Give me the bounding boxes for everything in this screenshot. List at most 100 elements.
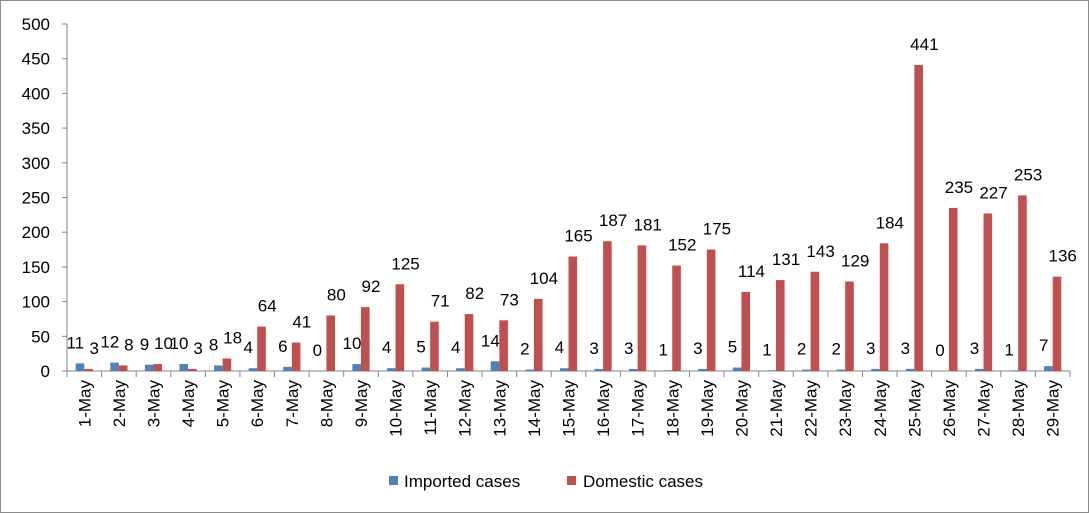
- x-tick-label: 14-May: [525, 380, 544, 437]
- domestic-bar: [810, 271, 820, 371]
- x-tick-label: 3-May: [144, 380, 163, 428]
- x-tick-label: 8-May: [317, 380, 336, 428]
- x-tick-label: 24-May: [871, 380, 890, 437]
- imported-data-label: 0: [313, 341, 322, 360]
- imported-data-label: 4: [555, 338, 564, 357]
- domestic-bar: [672, 265, 681, 371]
- domestic-data-label: 235: [945, 178, 973, 197]
- x-tick-label: 12-May: [456, 380, 475, 437]
- imported-bar: [594, 368, 604, 371]
- x-tick-label: 16-May: [594, 380, 613, 437]
- domestic-bar: [1018, 195, 1027, 371]
- domestic-data-label: 125: [391, 254, 419, 273]
- y-tick-label: 100: [22, 293, 50, 312]
- domestic-bar: [948, 207, 958, 371]
- imported-bar: [386, 368, 396, 371]
- domestic-bar: [395, 284, 405, 371]
- domestic-bar: [568, 256, 578, 371]
- domestic-bar: [118, 365, 128, 371]
- domestic-bar: [776, 280, 785, 371]
- domestic-data-label: 73: [500, 290, 519, 309]
- imported-data-label: 5: [728, 338, 737, 357]
- x-tick-label: 9-May: [352, 380, 371, 428]
- x-tick-label: 28-May: [1009, 380, 1028, 437]
- domestic-bar: [741, 291, 751, 371]
- imported-bar: [456, 368, 465, 371]
- y-tick-label: 450: [22, 50, 50, 69]
- y-tick-label: 0: [41, 362, 50, 381]
- imported-data-label: 12: [100, 333, 119, 352]
- domestic-bar: [464, 314, 474, 371]
- imported-bar: [767, 370, 777, 371]
- domestic-bar: [291, 342, 301, 371]
- domestic-bar: [533, 298, 543, 371]
- domestic-bar: [222, 358, 232, 371]
- domestic-data-label: 184: [876, 213, 904, 232]
- domestic-data-label: 441: [910, 35, 938, 54]
- domestic-bar: [983, 213, 993, 371]
- imported-bar: [248, 368, 258, 371]
- imported-bar: [663, 370, 673, 371]
- imported-data-label: 8: [209, 335, 218, 354]
- imported-data-label: 5: [416, 338, 425, 357]
- domestic-data-label: 181: [633, 215, 661, 234]
- domestic-bar: [153, 364, 163, 371]
- imported-data-label: 2: [831, 340, 840, 359]
- data-labels: 11 12 9 10 8 4 6 0 10 4 5 4 14 2 4 3 3 1 3 5 1 2 2 3 3 0 3 1 73 8 10 31…: [66, 35, 1076, 360]
- x-tick-label: 4-May: [179, 380, 198, 428]
- legend-label: Domestic cases: [583, 472, 703, 491]
- imported-bar: [75, 363, 85, 371]
- domestic-data-label: 18: [223, 329, 242, 348]
- imported-bar: [871, 368, 880, 371]
- imported-data-label: 4: [382, 338, 391, 357]
- imported-bar: [629, 368, 638, 371]
- domestic-bar: [326, 315, 335, 371]
- imported-data-label: 3: [901, 339, 910, 358]
- imported-bar: [421, 367, 431, 371]
- domestic-bar: [603, 241, 612, 371]
- legend: Imported cases Domestic cases: [389, 472, 703, 491]
- imported-bar: [179, 364, 189, 371]
- x-tick-label: 7-May: [283, 380, 302, 428]
- domestic-bar: [430, 321, 439, 371]
- x-tick-label: 11-May: [421, 380, 440, 436]
- domestic-data-label: 131: [772, 250, 800, 269]
- imported-data-label: 7: [1039, 336, 1048, 355]
- imported-bar: [974, 368, 984, 371]
- domestic-data-label: 104: [530, 269, 558, 288]
- imported-data-label: 2: [520, 340, 529, 359]
- domestic-bar: [845, 281, 854, 371]
- y-tick-label: 50: [31, 327, 50, 346]
- imported-data-label: 4: [451, 338, 460, 357]
- domestic-data-label: 82: [465, 284, 484, 303]
- imported-bar: [802, 369, 811, 371]
- domestic-data-label: 227: [979, 183, 1007, 202]
- x-tick-label: 13-May: [490, 380, 509, 437]
- y-tick-label: 400: [22, 84, 50, 103]
- x-tick-label: 17-May: [629, 380, 648, 437]
- domestic-bar: [1052, 276, 1062, 371]
- x-tick-label: 19-May: [698, 380, 717, 437]
- x-tick-label: 27-May: [975, 380, 994, 437]
- imported-data-label: 11: [66, 333, 84, 352]
- imported-bar: [559, 368, 569, 371]
- x-tick-label: 1-May: [75, 380, 94, 428]
- x-tick-label: 25-May: [905, 380, 924, 437]
- x-tick-label: 15-May: [560, 380, 579, 437]
- x-tick-label: 10-May: [387, 380, 406, 437]
- imported-data-label: 1: [762, 340, 771, 359]
- imported-data-label: 1: [1004, 340, 1013, 359]
- y-tick-label: 200: [22, 223, 50, 242]
- domestic-bar: [360, 307, 370, 371]
- domestic-bar: [188, 368, 197, 371]
- imported-bar: [144, 364, 154, 371]
- y-tick-label: 350: [22, 119, 50, 138]
- domestic-data-label: 71: [431, 292, 450, 311]
- imported-bar: [283, 366, 292, 371]
- domestic-data-label: 143: [806, 242, 834, 261]
- imported-bar: [1009, 370, 1019, 371]
- x-tick-label: 5-May: [214, 380, 233, 428]
- imported-data-label: 3: [693, 339, 702, 358]
